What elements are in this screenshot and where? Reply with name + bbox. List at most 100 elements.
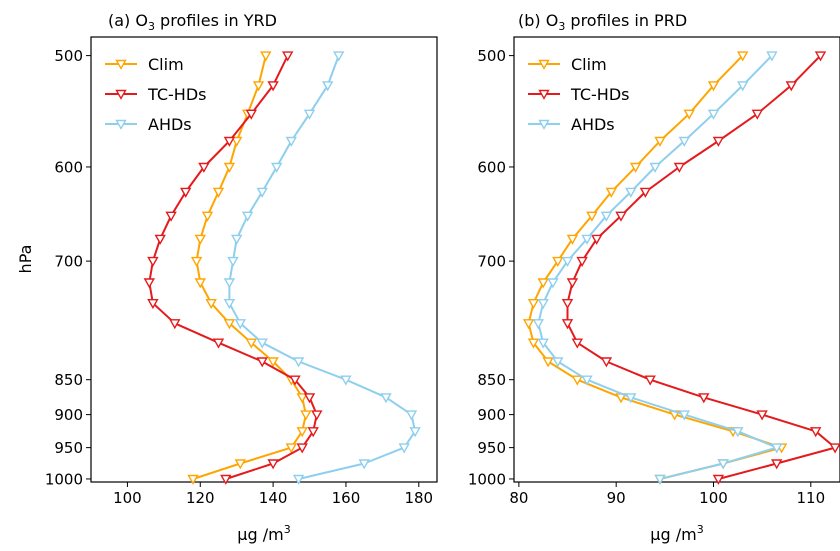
panel-b-series-1-marker-3 xyxy=(712,136,725,147)
panel-a-legend: Clim TC-HDs AHDs xyxy=(105,55,206,134)
panel-b-series-0-marker-12 xyxy=(527,338,540,349)
panel-b-y-tick-label-2: 700 xyxy=(477,253,506,271)
panel-a-series-2-marker-6 xyxy=(241,211,254,222)
panel-a-x-tick-label-4: 180 xyxy=(404,489,433,507)
panel-b-series-1-marker-4 xyxy=(673,162,686,173)
panel-a-x-tick-label-0: 100 xyxy=(113,489,142,507)
panel-b-series-2-marker-3 xyxy=(678,136,690,147)
panel-b-series-2-marker-5 xyxy=(625,187,637,198)
panel-b-series-1-marker-14 xyxy=(644,375,656,386)
panel-b-series-1-marker-13 xyxy=(600,357,613,368)
panel-a-y-tick-label-3: 850 xyxy=(54,371,83,389)
panel-b-series-1-marker-6 xyxy=(615,211,627,222)
panel-a-y-tick-label-4: 900 xyxy=(54,406,83,424)
panel-a-series-2-marker-10 xyxy=(223,299,236,310)
panel-b-series-2-marker-17 xyxy=(732,427,744,438)
panel-a-frame xyxy=(90,36,438,483)
panel-a-legend-marker-1 xyxy=(115,89,127,100)
panel-b-x-tick-label-3: 110 xyxy=(796,489,825,507)
panel-b-series-2-marker-7 xyxy=(581,234,593,245)
panel-b-series-0-marker-10 xyxy=(527,299,540,310)
panel-a-series-2-marker-16 xyxy=(405,410,418,421)
panel-a-series-1-marker-14 xyxy=(289,375,301,386)
panel-a-series-2-marker-20 xyxy=(292,474,305,485)
panel-b-series-1-marker-7 xyxy=(591,234,603,245)
panel-b-y-ticks: 500 600 700 850 900 950 1000 xyxy=(468,47,514,488)
panel-b-legend: Clim TC-HDs AHDs xyxy=(528,55,629,134)
panel-a-series-2-marker-17 xyxy=(409,427,421,438)
panel-a-series-0-marker-7 xyxy=(194,234,206,245)
panel-a-series-2-marker-14 xyxy=(340,375,352,386)
panel-b-series-1-marker-5 xyxy=(639,187,652,198)
panel-b-legend-label-2: AHDs xyxy=(571,115,615,134)
panel-a-series-1-marker-8 xyxy=(147,256,159,268)
panel-b-series-1-marker-17 xyxy=(810,427,822,438)
panel-b-x-ticks: 80 90 100 110 xyxy=(509,482,825,507)
panel-a-series-0-marker-11 xyxy=(223,319,236,330)
panel-a-series-2-marker-15 xyxy=(380,393,392,404)
panel-b-series-0-marker-1 xyxy=(707,81,720,92)
panel-b-series-2-marker-0 xyxy=(766,51,778,62)
panel-b-frame xyxy=(513,36,840,483)
panel-a-series-2-marker-4 xyxy=(271,162,283,173)
panel-a-series-1-marker-17 xyxy=(307,427,319,438)
panel-a-series-1-marker-9 xyxy=(143,278,155,289)
panel-b-series-2-marker-15 xyxy=(625,393,637,404)
panel-b-y-tick-label-1: 600 xyxy=(477,158,506,176)
panel-a-series xyxy=(143,51,421,485)
panel-a-series-0-marker-1 xyxy=(252,81,265,92)
panel-a-y-tick-label-6: 1000 xyxy=(45,470,83,488)
panel-a-title: (a) O3 profiles in YRD xyxy=(108,11,277,33)
panel-a-series-0-marker-20 xyxy=(187,474,199,485)
panel-a-series-1-marker-12 xyxy=(212,338,225,349)
panel-b-x-tick-label-2: 100 xyxy=(699,489,728,507)
panel-a-series-1-marker-2 xyxy=(245,109,257,120)
panel-b-series-1-marker-10 xyxy=(561,299,574,310)
panel-a-series-line-2 xyxy=(228,55,417,480)
panel-a-series-2-marker-2 xyxy=(303,109,316,120)
panel-a-series-1-marker-7 xyxy=(154,234,166,245)
panel-a-series-0-marker-5 xyxy=(212,187,225,198)
panel-b-series-2-marker-9 xyxy=(547,278,559,289)
panel-a-xlabel: μg /m3 xyxy=(237,523,290,544)
panel-b-legend-marker-0 xyxy=(538,59,550,70)
panel-b-series-1-marker-16 xyxy=(756,410,768,421)
panel-b-series-2-marker-20 xyxy=(654,474,666,485)
panel-a-series-0-marker-18 xyxy=(285,443,297,454)
panel-b-series-0-marker-13 xyxy=(542,357,554,368)
panel-b-series-2-marker-2 xyxy=(707,109,720,120)
panel-a-legend-marker-2 xyxy=(115,119,127,130)
panel-b-series-line-0 xyxy=(527,54,783,480)
panel-b-y-tick-label-0: 500 xyxy=(477,47,506,65)
panel-a-series-2-marker-13 xyxy=(292,357,305,368)
panel-a-series-0-marker-3 xyxy=(231,136,243,147)
panel-b-legend-label-0: Clim xyxy=(571,55,607,74)
panel-a-series-0-marker-4 xyxy=(223,162,236,173)
panel-a-series-0-marker-19 xyxy=(234,459,246,470)
panel-b-x-tick-label-1: 90 xyxy=(607,489,626,507)
panel-a-series-2-marker-12 xyxy=(256,338,268,349)
panel-b-series-0-marker-0 xyxy=(737,51,749,62)
panel-a-series-1-marker-3 xyxy=(223,136,236,147)
panel-b-series xyxy=(522,51,840,485)
panel-b-series-2-marker-6 xyxy=(600,211,613,222)
panel-a: (a) O3 profiles in YRD μg /m3 100 120 140 1… xyxy=(45,11,438,544)
panel-a-series-0-marker-13 xyxy=(267,357,279,368)
panel-b-series-1-marker-20 xyxy=(712,474,725,485)
panel-a-series-2-marker-7 xyxy=(231,234,243,245)
panel-a-series-1-marker-18 xyxy=(296,443,308,454)
panel-a-series-0-marker-6 xyxy=(201,211,214,222)
panel-b-series-1-marker-19 xyxy=(771,459,783,470)
panel-a-series-1-marker-20 xyxy=(220,474,232,485)
panel-b-series-2-marker-4 xyxy=(649,162,661,173)
panel-b-series-2-marker-16 xyxy=(678,410,690,421)
panel-a-series-0-marker-10 xyxy=(205,299,217,310)
panel-a-series-1-marker-10 xyxy=(147,299,159,310)
panel-a-series-1-marker-11 xyxy=(169,319,181,330)
panel-a-x-tick-label-1: 120 xyxy=(186,489,215,507)
panel-b-y-tick-label-5: 950 xyxy=(477,439,506,457)
panel-a-series-2-marker-0 xyxy=(333,51,345,62)
panel-b-y-tick-label-6: 1000 xyxy=(468,470,506,488)
panel-b-series-2-marker-13 xyxy=(552,357,564,368)
panel-a-series-1-marker-5 xyxy=(180,187,192,198)
